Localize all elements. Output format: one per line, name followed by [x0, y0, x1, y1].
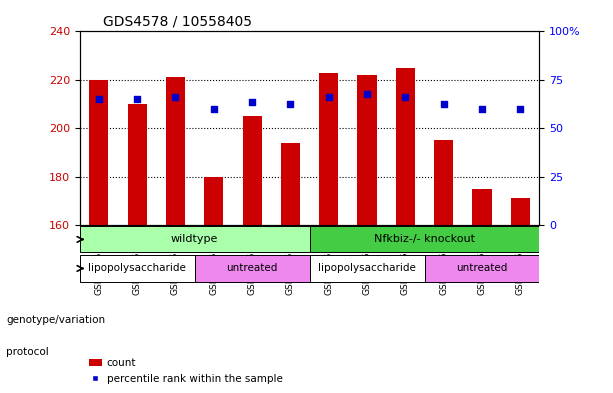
Text: untreated: untreated: [456, 263, 508, 274]
Bar: [128, 104, 147, 225]
Text: untreated: untreated: [226, 263, 278, 274]
Text: wildtype: wildtype: [171, 235, 218, 244]
Bar: [89, 80, 109, 225]
Point: [170, 94, 180, 100]
Bar: [281, 143, 300, 225]
FancyBboxPatch shape: [80, 255, 195, 281]
FancyBboxPatch shape: [195, 255, 310, 281]
Point: [439, 101, 449, 107]
FancyBboxPatch shape: [424, 255, 539, 281]
Text: Nfkbiz-/- knockout: Nfkbiz-/- knockout: [374, 235, 475, 244]
Point: [132, 96, 142, 102]
Bar: [473, 189, 492, 225]
Point: [400, 94, 410, 100]
Point: [94, 96, 104, 102]
Text: lipopolysaccharide: lipopolysaccharide: [318, 263, 416, 274]
FancyBboxPatch shape: [310, 226, 539, 252]
FancyBboxPatch shape: [310, 255, 424, 281]
Point: [247, 98, 257, 105]
Text: GDS4578 / 10558405: GDS4578 / 10558405: [103, 15, 252, 29]
Text: protocol: protocol: [6, 347, 49, 357]
FancyBboxPatch shape: [80, 226, 310, 252]
Bar: [357, 75, 376, 225]
Text: lipopolysaccharide: lipopolysaccharide: [88, 263, 186, 274]
Bar: [511, 198, 530, 225]
Bar: [204, 176, 223, 225]
Bar: [434, 140, 453, 225]
Point: [477, 106, 487, 112]
Point: [516, 106, 525, 112]
Bar: [166, 77, 185, 225]
Point: [324, 94, 333, 100]
Legend: count, percentile rank within the sample: count, percentile rank within the sample: [85, 354, 287, 388]
Point: [286, 101, 295, 107]
Bar: [396, 68, 415, 225]
Point: [362, 91, 372, 97]
Bar: [319, 73, 338, 225]
Point: [209, 106, 219, 112]
Text: genotype/variation: genotype/variation: [6, 315, 105, 325]
Bar: [243, 116, 262, 225]
